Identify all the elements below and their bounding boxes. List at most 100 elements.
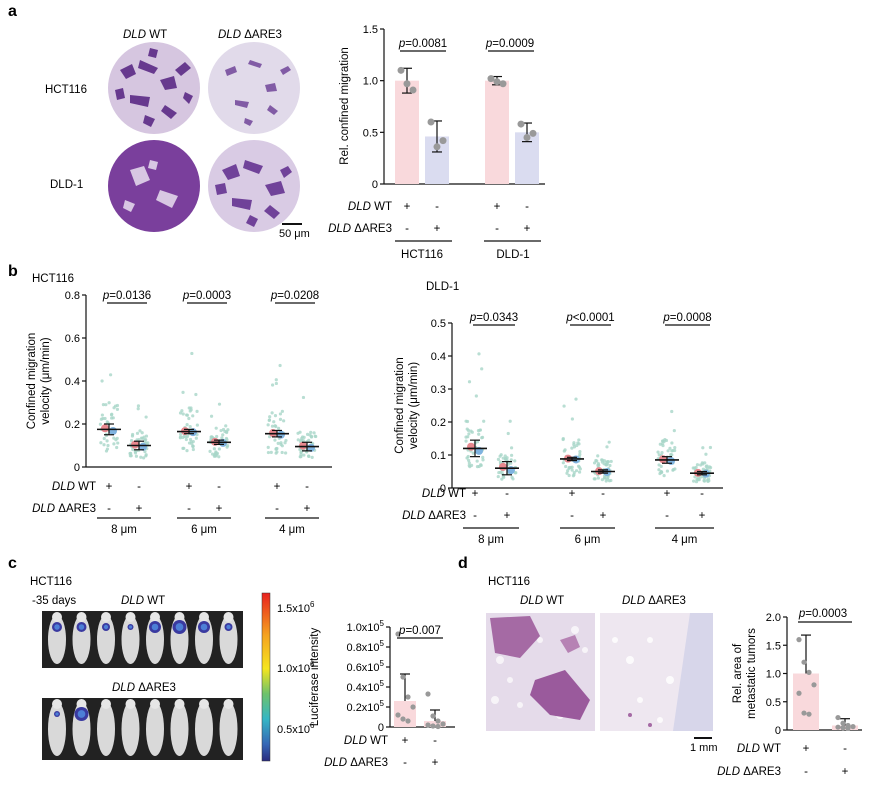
br-point xyxy=(482,419,486,423)
d-point xyxy=(806,669,812,675)
histology-mut xyxy=(600,613,713,731)
br-point xyxy=(656,450,660,454)
br-point xyxy=(609,459,613,464)
bl-point xyxy=(214,426,218,430)
bl-point xyxy=(181,412,185,416)
bl-group-label: 6 μm xyxy=(191,524,217,536)
br-point xyxy=(466,454,470,459)
bl-point xyxy=(188,425,192,429)
br-point xyxy=(657,468,661,472)
bl-point xyxy=(181,390,185,394)
a-sign: - xyxy=(495,223,499,235)
br-point xyxy=(700,461,704,465)
bl-point xyxy=(279,441,283,445)
bl-point xyxy=(217,447,221,451)
br-point xyxy=(481,458,485,462)
bl-sign: - xyxy=(305,481,309,493)
br-point xyxy=(567,473,571,478)
br-point xyxy=(511,477,515,481)
br-point xyxy=(467,458,471,463)
micrograph-hct116-mut xyxy=(208,42,300,134)
bl-point xyxy=(143,450,147,454)
bl-point xyxy=(296,438,300,442)
bl-point xyxy=(105,439,109,443)
bl-point xyxy=(305,432,310,436)
bl-point xyxy=(278,417,283,421)
bl-point xyxy=(102,436,106,441)
d-point xyxy=(806,711,812,717)
a-point xyxy=(409,86,417,94)
bl-pvalue: p=0.0003 xyxy=(182,290,231,302)
bl-ytick-label: 0.2 xyxy=(65,419,80,431)
d-pvalue: p=0.0003 xyxy=(798,608,847,620)
bl-point xyxy=(194,392,198,397)
bl-point xyxy=(313,434,317,438)
br-point xyxy=(467,380,472,384)
br-point xyxy=(570,468,574,472)
br-point xyxy=(692,466,697,470)
c-point xyxy=(435,718,441,724)
mouse-head xyxy=(76,699,87,709)
bl-sign: + xyxy=(186,481,193,493)
c-point xyxy=(435,723,441,730)
row-label-dld1: DLD-1 xyxy=(50,179,83,191)
bl-sign: - xyxy=(137,481,141,493)
br-point xyxy=(477,432,481,436)
br-point xyxy=(695,463,700,467)
br-sign: + xyxy=(600,510,607,522)
bl-point xyxy=(136,404,141,408)
bl-point xyxy=(189,406,193,410)
bl-replicate xyxy=(109,426,117,435)
bl-point xyxy=(302,453,306,457)
a-pvalue: p=0.0009 xyxy=(485,38,534,50)
br-point xyxy=(561,437,565,441)
bl-sign: + xyxy=(106,481,113,493)
bl-cond-wt: DLD WT xyxy=(52,481,96,493)
bl-point xyxy=(307,454,311,459)
br-point xyxy=(480,367,484,371)
bl-sign: + xyxy=(136,503,143,515)
bl-point xyxy=(270,383,275,387)
bl-point xyxy=(273,413,278,418)
chart-a: 0 0.5 1.0 1.5 Rel. confined migration p=0.008… xyxy=(328,24,545,261)
a-group-label: HCT116 xyxy=(401,249,443,261)
panel-letter-c: c xyxy=(8,555,17,572)
br-sign: - xyxy=(700,488,704,500)
br-point xyxy=(578,452,582,456)
br-point xyxy=(572,445,577,449)
bl-point xyxy=(101,403,106,407)
a-point xyxy=(487,75,495,83)
a-point xyxy=(433,143,441,151)
bl-title: HCT116 xyxy=(32,273,74,285)
luminescence-core xyxy=(151,623,159,631)
d-cond-wt: DLD WT xyxy=(737,743,781,755)
d-col-header-wt: DLD WT xyxy=(520,595,564,607)
bl-replicate xyxy=(101,424,109,433)
a-sign: + xyxy=(404,201,411,213)
bl-point xyxy=(280,450,284,455)
bl-point xyxy=(134,454,139,458)
br-ytick-label: 0.2 xyxy=(431,417,446,429)
a-point xyxy=(427,118,435,126)
bl-point xyxy=(266,445,270,449)
c-point xyxy=(395,712,401,718)
d-ytick-label: 1.0 xyxy=(766,669,781,681)
bl-sign: - xyxy=(217,481,221,493)
bl-point xyxy=(299,450,303,454)
bl-point xyxy=(195,409,199,413)
br-point xyxy=(607,440,611,444)
br-point xyxy=(605,445,609,449)
c-group-wt: DLD WT xyxy=(121,595,165,607)
bl-point xyxy=(146,441,150,445)
ivis-image-wt xyxy=(42,611,243,668)
luminescence-core xyxy=(54,624,60,630)
a-ytick-label: 1.5 xyxy=(363,24,378,36)
bl-point xyxy=(266,423,270,427)
d-sign: - xyxy=(804,766,808,778)
br-point xyxy=(600,478,604,482)
mouse-body xyxy=(121,615,140,664)
bl-point xyxy=(178,411,183,415)
br-replicate xyxy=(499,462,507,471)
d-point xyxy=(850,724,856,730)
br-point xyxy=(596,454,600,458)
